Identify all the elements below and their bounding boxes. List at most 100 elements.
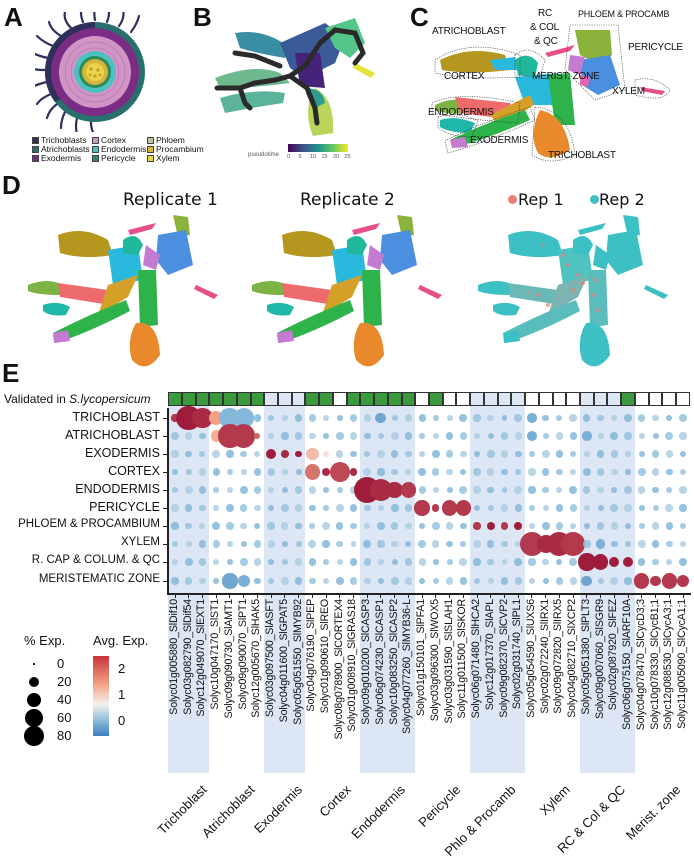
replicate-2-title: Replicate 2 xyxy=(300,190,395,210)
legend-label: Trichoblasts xyxy=(41,135,87,145)
dot xyxy=(185,469,192,475)
dot xyxy=(377,450,385,458)
col-tick xyxy=(476,594,478,598)
replicate-overlay-umap xyxy=(478,215,668,367)
dot xyxy=(418,486,426,494)
dot xyxy=(377,505,384,511)
dot xyxy=(473,468,481,476)
col-tick xyxy=(243,594,245,598)
color-tick-1: 1 xyxy=(118,687,126,702)
dot xyxy=(432,414,440,422)
dot xyxy=(308,558,316,566)
dot xyxy=(446,522,454,530)
dot xyxy=(377,468,385,476)
col-tick xyxy=(504,594,506,598)
validation-box xyxy=(332,392,347,406)
dot xyxy=(363,432,371,440)
dot xyxy=(432,578,439,584)
dot xyxy=(500,450,509,458)
dot xyxy=(487,558,495,566)
validation-box xyxy=(168,392,182,406)
group-label: Merist. zone xyxy=(622,782,684,843)
validation-box xyxy=(195,392,210,406)
dot xyxy=(281,540,289,548)
dot xyxy=(487,540,495,548)
dot xyxy=(652,433,659,439)
dot xyxy=(198,486,207,494)
dot xyxy=(212,558,220,566)
dot xyxy=(583,451,590,457)
dot xyxy=(199,432,206,440)
dot xyxy=(514,450,522,458)
gene-label: Solyc10g078330_SlCycB1;1 xyxy=(648,599,661,730)
dot xyxy=(528,468,536,476)
row-label: XYLEM xyxy=(121,536,160,548)
validation-box xyxy=(209,392,224,406)
dot xyxy=(254,523,261,529)
validation-box xyxy=(525,392,539,406)
dot xyxy=(609,556,620,568)
dot xyxy=(349,558,358,566)
dot xyxy=(390,432,399,440)
col-tick xyxy=(394,594,396,598)
legend-label: Procambium xyxy=(156,144,204,154)
size-legend-value: 80 xyxy=(57,728,72,743)
gene-label: Solyc09g010200_SlCASP3 xyxy=(360,599,373,725)
dot xyxy=(185,504,193,512)
gene-label: Solyc11g005090_SlCycA1;1 xyxy=(676,599,688,729)
dot xyxy=(583,523,590,529)
col-tick xyxy=(270,594,272,598)
size-legend-dot xyxy=(33,663,35,665)
dot xyxy=(596,522,605,530)
col-tick xyxy=(517,594,519,598)
gene-label: Solyc12g049070_SlEXT1 xyxy=(195,599,208,717)
gene-label: Solyc02g031740_SlPL1 xyxy=(511,599,524,710)
dot xyxy=(309,523,316,529)
dot xyxy=(624,432,632,440)
dot xyxy=(542,558,549,566)
validation-box xyxy=(291,392,306,406)
dot xyxy=(555,450,564,458)
dot xyxy=(528,558,536,566)
dot xyxy=(610,577,619,585)
col-tick xyxy=(352,594,354,598)
dot xyxy=(240,522,247,530)
dot xyxy=(322,540,330,548)
gene-label: Solyc09g007060_SlSGR9 xyxy=(593,599,606,719)
dot xyxy=(349,577,358,585)
row-label: MERISTEMATIC ZONE xyxy=(38,573,160,585)
dot xyxy=(432,450,440,458)
gene-label: Solyc04g078470_SlCycD3;3 xyxy=(634,599,647,731)
dot xyxy=(665,522,673,530)
size-legend-dot xyxy=(23,725,45,747)
legend-label: Exodermis xyxy=(41,153,82,163)
dot xyxy=(391,468,398,476)
gene-label: Solyc06g074230_SlCASP1 xyxy=(373,599,386,725)
dot xyxy=(611,487,618,493)
dot xyxy=(459,577,467,585)
dot xyxy=(226,540,234,548)
dot xyxy=(171,468,179,476)
row-label: TRICHOBLAST xyxy=(72,410,160,424)
dot xyxy=(253,468,262,476)
dot xyxy=(322,450,330,458)
dot xyxy=(198,468,207,476)
col-tick xyxy=(682,594,684,598)
dot xyxy=(569,414,578,422)
dot xyxy=(267,414,275,422)
cluster-umap xyxy=(431,24,671,162)
dot xyxy=(254,451,261,457)
gene-label: Solyc10g047170_SlST1 xyxy=(209,599,222,710)
validation-box xyxy=(497,392,512,406)
dot xyxy=(459,432,467,440)
dot xyxy=(432,504,440,512)
dot xyxy=(679,450,687,458)
dot xyxy=(529,451,535,457)
size-legend-title: % Exp. xyxy=(24,633,66,648)
dot xyxy=(267,468,275,476)
validation-box xyxy=(387,392,402,406)
dot xyxy=(555,522,564,530)
gene-label: Solyc09g082370_SlCVP2 xyxy=(497,599,510,718)
dot xyxy=(418,432,426,440)
